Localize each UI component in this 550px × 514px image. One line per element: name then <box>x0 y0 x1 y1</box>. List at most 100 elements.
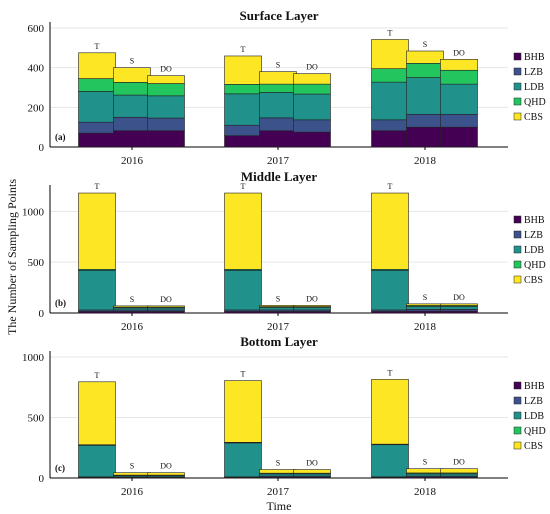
panel-title: Middle Layer <box>241 169 317 184</box>
bar-segment-ldb <box>224 93 262 126</box>
panel-label: (a) <box>55 132 66 142</box>
bar-label: S <box>423 458 427 467</box>
legend-label: CBS <box>524 441 543 452</box>
legend-label: LDB <box>524 245 544 256</box>
bar-segment-lzb <box>440 113 478 128</box>
legend-swatch-bhb <box>513 215 522 224</box>
x-tick-label: 2017 <box>267 321 290 333</box>
legend-label: QHD <box>524 426 546 437</box>
bar-segment-ldb <box>440 306 478 310</box>
bar-segment-ldb <box>440 83 478 115</box>
bar-segment-cbs <box>224 55 262 85</box>
bar-segment-bhb <box>78 132 116 148</box>
bar-segment-cbs <box>113 305 151 308</box>
bar-segment-ldb <box>406 306 444 310</box>
legend-swatch-lzb <box>513 230 522 239</box>
bar-segment-cbs <box>78 381 116 446</box>
bar-segment-bhb <box>224 135 262 148</box>
bar-segment-cbs <box>406 50 444 64</box>
bar-label: DO <box>306 459 318 468</box>
x-tick-label: 2016 <box>121 155 144 167</box>
bar-segment-qhd <box>371 68 409 83</box>
legend-swatch-qhd <box>513 260 522 269</box>
bar-segment-bhb <box>406 126 444 148</box>
bar-segment-ldb <box>293 93 331 121</box>
bar-segment-cbs <box>406 303 444 306</box>
bar-segment-lzb <box>224 124 262 136</box>
bar-segment-ldb <box>371 269 409 311</box>
bar-segment-qhd <box>113 82 151 96</box>
bar-segment-cbs <box>224 380 262 443</box>
bar-segment-ldb <box>293 473 331 477</box>
panel-title: Surface Layer <box>239 8 318 23</box>
bar-label: T <box>241 45 246 54</box>
bar-label: T <box>241 370 246 379</box>
legend-swatch-qhd <box>513 426 522 435</box>
legend-swatch-lzb <box>513 67 522 76</box>
bar-label: DO <box>160 65 172 74</box>
x-tick-label: 2016 <box>121 321 144 333</box>
bar-segment-ldb <box>259 473 297 477</box>
bar-label: DO <box>306 63 318 72</box>
legend-label: QHD <box>524 260 546 271</box>
bar-segment-cbs <box>293 469 331 474</box>
panel-label: (c) <box>55 463 65 473</box>
y-tick-label: 400 <box>28 63 45 75</box>
y-tick-label: 1000 <box>22 352 45 364</box>
bar-segment-ldb <box>224 269 262 311</box>
bar-label: DO <box>306 294 318 303</box>
bar-segment-cbs <box>78 192 116 270</box>
bar-label: T <box>95 42 100 51</box>
bar-segment-qhd <box>293 83 331 95</box>
bar-segment-cbs <box>113 472 151 476</box>
y-tick-label: 600 <box>28 23 45 35</box>
bar-label: S <box>276 459 280 468</box>
y-tick-label: 500 <box>28 413 45 425</box>
bar-segment-ldb <box>440 473 478 477</box>
bar-label: DO <box>453 458 465 467</box>
bar-segment-cbs <box>440 468 478 474</box>
bar-segment-cbs <box>406 468 444 474</box>
bar-segment-bhb <box>293 131 331 148</box>
bar-segment-cbs <box>293 73 331 85</box>
bar-segment-lzb <box>113 116 151 132</box>
bar-segment-qhd <box>147 83 185 97</box>
bar-segment-ldb <box>147 95 185 119</box>
legend-label: CBS <box>524 275 543 286</box>
bar-segment-cbs <box>147 472 185 476</box>
legend-swatch-lzb <box>513 396 522 405</box>
x-tick-label: 2016 <box>121 486 144 498</box>
bar-label: T <box>388 182 393 191</box>
legend-label: BHB <box>524 381 545 392</box>
bar-label: T <box>388 368 393 377</box>
bar-segment-bhb <box>371 130 409 148</box>
bar-segment-lzb <box>293 119 331 133</box>
legend-swatch-ldb <box>513 82 522 91</box>
bar-segment-cbs <box>293 305 331 307</box>
legend-label: BHB <box>524 52 545 63</box>
bar-segment-cbs <box>113 67 151 83</box>
legend-swatch-qhd <box>513 97 522 106</box>
bar-segment-ldb <box>371 81 409 121</box>
bar-segment-ldb <box>406 77 444 115</box>
legend-swatch-bhb <box>513 381 522 390</box>
bar-segment-lzb <box>147 117 185 132</box>
bar-segment-cbs <box>78 52 116 79</box>
bar-segment-ldb <box>78 445 116 478</box>
bar-label: T <box>388 29 393 38</box>
bar-segment-cbs <box>259 305 297 307</box>
y-tick-label: 0 <box>39 142 45 154</box>
legend-swatch-cbs <box>513 275 522 284</box>
bar-segment-bhb <box>147 130 185 148</box>
x-axis-label: Time <box>267 499 292 513</box>
bar-label: DO <box>160 295 172 304</box>
y-tick-label: 200 <box>28 102 45 114</box>
bar-segment-cbs <box>371 379 409 445</box>
bar-segment-lzb <box>259 117 297 132</box>
legend-swatch-cbs <box>513 112 522 121</box>
bar-label: S <box>423 293 427 302</box>
y-tick-label: 500 <box>28 257 45 269</box>
bar-segment-bhb <box>440 126 478 148</box>
bar-label: S <box>276 61 280 70</box>
x-tick-label: 2018 <box>414 155 437 167</box>
